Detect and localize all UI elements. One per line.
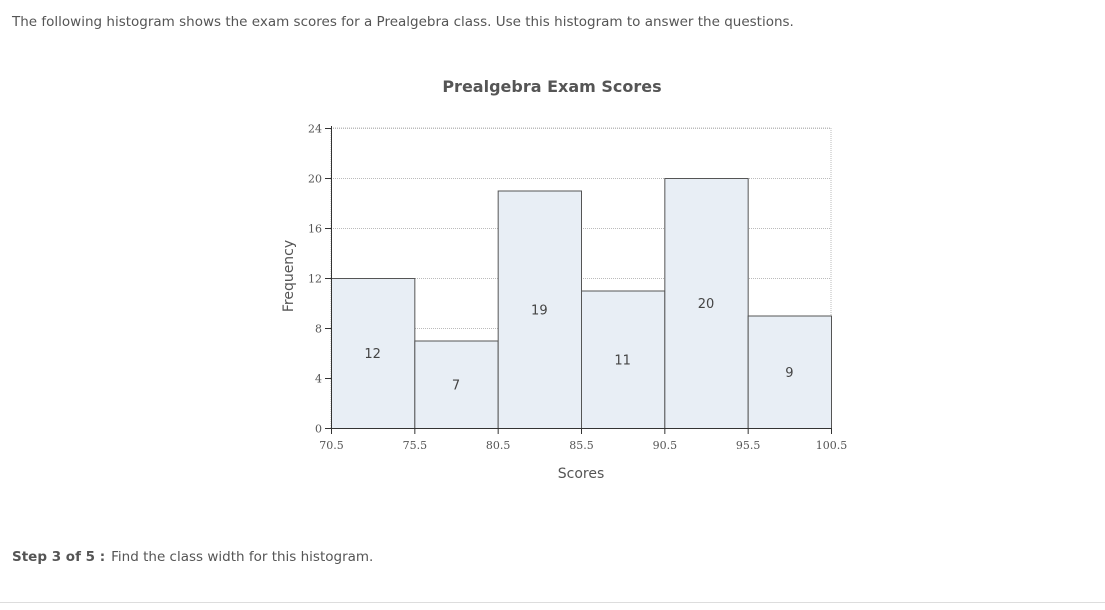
bar-5 (747, 315, 833, 429)
bar-2 (497, 190, 582, 429)
x-tick-label-2: 80.5 (486, 439, 511, 452)
data-label-0: 12 (364, 347, 381, 362)
divider (0, 602, 1105, 603)
x-axis-title: Scores (558, 466, 605, 482)
bar-1 (414, 340, 499, 429)
step-label: Step 3 of 5 : (12, 549, 106, 565)
histogram-svg: 12 7 19 11 20 9 0 4 8 12 16 20 24 70.5 75.5 80.5 85.5 90.… (281, 77, 848, 482)
y-tick-label-3: 12 (308, 273, 322, 286)
step-question: Find the class width for this histogram. (111, 549, 374, 565)
x-tick-label-3: 85.5 (569, 439, 594, 452)
data-label-4: 20 (698, 297, 715, 312)
y-axis-title: Frequency (281, 240, 297, 312)
bar-3 (581, 290, 666, 429)
data-label-2: 19 (531, 303, 548, 318)
y-tick-label-1: 4 (315, 373, 322, 386)
x-tick-label-1: 75.5 (403, 439, 428, 452)
y-tick-label-4: 16 (308, 223, 322, 236)
x-tick-label-5: 95.5 (736, 439, 761, 452)
histogram-chart: 12 7 19 11 20 9 0 4 8 12 16 20 24 70.5 75.5 80.5 85.5 90.… (281, 77, 848, 482)
y-tick-label-0: 0 (315, 423, 322, 436)
chart-title: Prealgebra Exam Scores (442, 77, 661, 96)
y-tick-label-2: 8 (315, 323, 322, 336)
y-tick-label-5: 20 (308, 173, 322, 186)
bar-4 (664, 178, 749, 429)
step-prompt: Step 3 of 5 : Find the class width for th… (12, 549, 373, 565)
y-tick-label-6: 24 (308, 123, 322, 136)
x-tick-label-4: 90.5 (653, 439, 678, 452)
data-label-1: 7 (452, 378, 460, 393)
x-tick-label-0: 70.5 (319, 439, 344, 452)
data-label-5: 9 (785, 366, 793, 381)
intro-text: The following histogram shows the exam s… (12, 14, 794, 30)
data-label-3: 11 (614, 353, 631, 368)
x-tick-label-6: 100.5 (816, 439, 848, 452)
